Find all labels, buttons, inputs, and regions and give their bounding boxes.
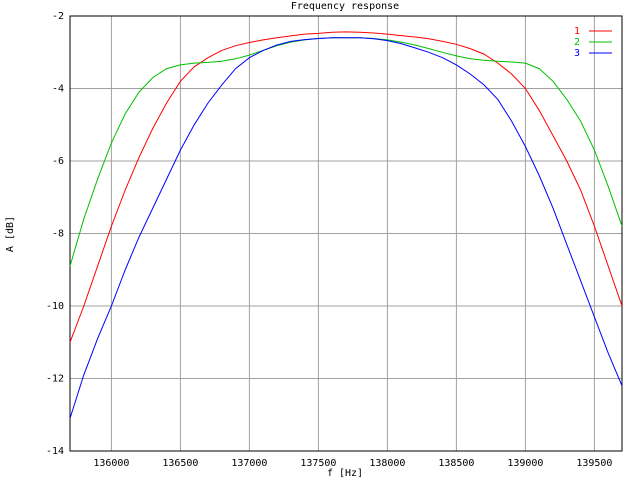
plot-border [69,15,623,452]
y-tick-label: -10 [46,301,64,312]
y-tick-label: -2 [52,11,64,22]
legend-label: 1 [574,26,580,37]
series-line [69,37,623,267]
x-tick-label: 137500 [300,458,336,469]
x-tick-label: 136500 [162,458,198,469]
legend-label: 3 [574,48,580,59]
y-axis-label: A [dB] [5,216,16,252]
series-line [69,37,623,419]
x-tick-label: 136000 [93,458,129,469]
y-tick-label: -14 [46,446,64,457]
y-tick-label: -6 [52,156,64,167]
series-line [69,31,623,343]
y-tick-label: -4 [52,84,64,95]
chart-title: Frequency response [291,1,399,12]
x-axis-label: f [Hz] [327,468,363,479]
y-tick-label: -12 [46,374,64,385]
y-tick-label: -8 [52,229,64,240]
legend-label: 2 [574,37,580,48]
x-tick-label: 137000 [231,458,267,469]
x-tick-label: 139000 [507,458,543,469]
x-tick-label: 139500 [576,458,612,469]
x-tick-label: 138000 [369,458,405,469]
x-tick-label: 138500 [438,458,474,469]
